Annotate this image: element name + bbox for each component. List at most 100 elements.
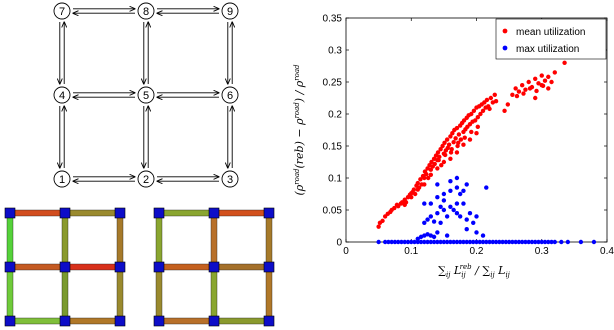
- mean-utilization-point: [392, 205, 397, 211]
- max-utilization-point: [451, 239, 456, 245]
- y-tick-label: 0.3: [328, 46, 342, 57]
- max-utilization-point: [441, 239, 447, 245]
- link-segment: [61, 212, 69, 268]
- mean-utilization-point: [552, 70, 557, 75]
- max-utilization-point: [402, 239, 407, 245]
- station-node: [153, 315, 165, 327]
- max-utilization-point: [461, 239, 466, 245]
- mean-utilization-point: [533, 76, 538, 82]
- max-utilization-point: [435, 211, 440, 216]
- node-7: [53, 2, 71, 20]
- legend-label-max: max utilization: [516, 44, 579, 55]
- mean-utilization-point: [472, 118, 478, 123]
- link-segment: [213, 209, 270, 217]
- max-utilization-point: [435, 239, 440, 245]
- station-node: [4, 261, 16, 273]
- legend-marker-max: [502, 45, 508, 51]
- node-8: [137, 2, 155, 20]
- mean-utilization-point: [488, 95, 494, 101]
- max-utilization-point: [415, 239, 420, 245]
- mean-utilization-point: [449, 147, 454, 152]
- max-utilization-point: [444, 233, 450, 238]
- max-utilization-point: [464, 217, 469, 222]
- mean-utilization-point: [462, 135, 467, 140]
- legend-label-mean: mean utilization: [516, 27, 585, 38]
- link-segment: [9, 209, 66, 217]
- mean-utilization-points: [376, 60, 567, 229]
- mean-utilization-point: [521, 91, 526, 96]
- link-segment: [158, 263, 215, 271]
- node-label-7: 7: [59, 6, 65, 18]
- link-segment: [9, 317, 66, 325]
- max-utilization-point: [454, 211, 460, 216]
- mean-utilization-point: [412, 191, 418, 197]
- node-2: [137, 170, 155, 188]
- max-utilization-point: [533, 239, 538, 245]
- max-utilization-point: [503, 239, 509, 245]
- station-node: [263, 207, 275, 219]
- link-segment: [210, 212, 218, 268]
- max-utilization-point: [454, 201, 460, 206]
- mean-utilization-point: [480, 108, 486, 114]
- max-utilization-point: [484, 185, 489, 190]
- node-4: [53, 86, 71, 104]
- legend-marker-mean: [502, 28, 508, 34]
- x-tick-label: 0.4: [600, 246, 614, 257]
- max-utilization-point: [412, 239, 417, 245]
- node-1: [53, 170, 71, 188]
- max-utilization-point: [438, 239, 443, 245]
- max-utilization-point: [422, 239, 427, 245]
- y-tick-label: 0.15: [323, 142, 343, 153]
- x-tick-label: 0.3: [535, 246, 549, 257]
- mean-utilization-point: [562, 60, 567, 65]
- max-utilization-point: [418, 239, 424, 245]
- max-utilization-point: [428, 239, 434, 245]
- max-utilization-point: [464, 182, 469, 187]
- max-utilization-point: [454, 175, 460, 181]
- max-utilization-point: [441, 198, 447, 203]
- max-utilization-point: [546, 239, 551, 245]
- node-label-5: 5: [143, 90, 149, 102]
- x-axis-label: ∑ij Lijreb / ∑ij Lij: [438, 263, 511, 279]
- x-tick-label: 0.2: [470, 246, 484, 257]
- y-tick-label: 0.2: [328, 110, 342, 121]
- max-utilization-point: [471, 220, 476, 225]
- mean-utilization-point: [435, 150, 441, 155]
- mean-utilization-point: [426, 175, 431, 181]
- max-utilization-point: [549, 239, 554, 245]
- node-5: [137, 86, 155, 104]
- max-utilization-point: [438, 220, 443, 225]
- y-tick-label: 0.1: [328, 174, 342, 185]
- mean-utilization-point: [546, 86, 551, 91]
- link-segment: [155, 266, 163, 322]
- mean-utilization-point: [456, 140, 461, 145]
- scatter-chart: 0 0.1 0.2 0.3 0.4 0 0.05 0.1 0.15 0.2 0.25 0.3 0.35…: [293, 14, 614, 280]
- max-utilization-point: [461, 201, 466, 206]
- mean-utilization-point: [451, 139, 456, 145]
- max-utilization-point: [399, 239, 404, 245]
- max-utilization-point: [467, 239, 473, 245]
- max-utilization-point: [529, 239, 535, 245]
- link-segment: [6, 212, 14, 268]
- max-utilization-point: [448, 204, 453, 209]
- max-utilization-point: [467, 211, 473, 216]
- node-3: [221, 170, 239, 188]
- max-utilization-point: [542, 239, 548, 245]
- mean-utilization-point: [441, 159, 447, 165]
- max-utilization-point: [565, 239, 571, 245]
- max-utilization-point: [578, 239, 584, 245]
- link-segment: [158, 317, 215, 325]
- mean-utilization-point: [502, 108, 507, 114]
- mean-utilization-point: [424, 171, 429, 177]
- mean-utilization-point: [461, 142, 466, 147]
- mean-utilization-point: [539, 73, 544, 78]
- max-utilization-point: [389, 239, 394, 245]
- mean-utilization-point: [475, 124, 481, 129]
- max-utilization-point: [464, 227, 469, 232]
- mean-utilization-point: [453, 136, 458, 141]
- max-utilization-point: [474, 230, 479, 235]
- mean-utilization-point: [523, 87, 528, 92]
- mean-utilization-point: [514, 93, 520, 99]
- node-label-1: 1: [59, 174, 65, 186]
- mean-utilization-point: [475, 115, 481, 120]
